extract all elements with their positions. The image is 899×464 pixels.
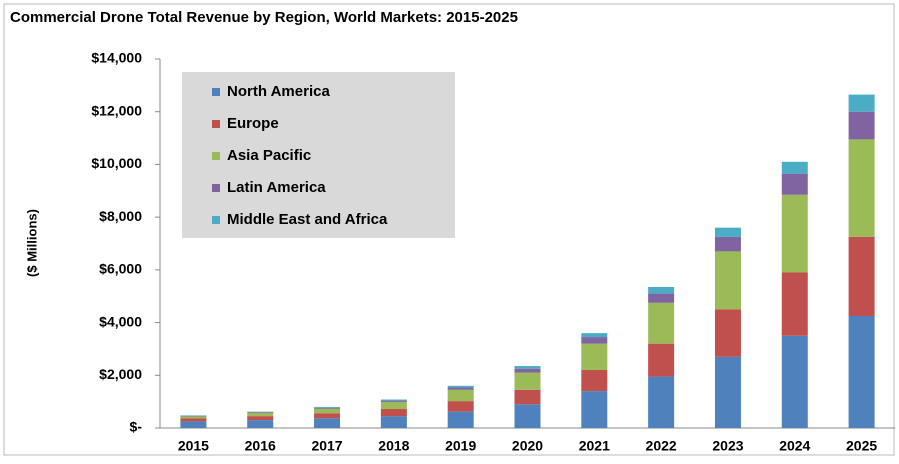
x-tick-label: 2023 (712, 438, 743, 454)
legend-box (182, 72, 455, 238)
y-tick-label: $12,000 (91, 102, 142, 118)
y-tick-label: $4,000 (99, 313, 142, 329)
bar-segment (514, 366, 541, 369)
bar-segment (648, 343, 675, 377)
bar-segment (314, 406, 341, 408)
legend-swatch (212, 216, 220, 224)
bar-segment (247, 412, 274, 413)
bar-segment (581, 333, 608, 338)
legend-label: Europe (227, 115, 279, 132)
bar-segment (581, 343, 608, 371)
bar-segment (314, 418, 341, 428)
bar-segment (581, 370, 608, 392)
bar-segment (781, 335, 808, 428)
bar-segment (781, 161, 808, 174)
bar-segment (180, 415, 207, 417)
y-axis-label: ($ Millions) (24, 209, 39, 277)
legend-label: Latin America (227, 179, 326, 196)
y-tick-label: $8,000 (99, 208, 142, 224)
bar-segment (180, 418, 207, 422)
bar-segment (848, 139, 875, 237)
bar-segment (648, 293, 675, 303)
bar-segment (380, 401, 407, 410)
bar-segment (714, 251, 741, 310)
bar-segment (247, 412, 274, 417)
bar-segment (380, 409, 407, 417)
y-tick-label: $2,000 (99, 366, 142, 382)
bar-segment (581, 391, 608, 428)
bar-segment (648, 286, 675, 294)
bar-segment (714, 356, 741, 428)
bar-segment (781, 272, 808, 336)
bar-segment (380, 400, 407, 402)
bar-segment (180, 415, 207, 416)
x-tick-label: 2020 (512, 438, 543, 454)
bar-segment (314, 407, 341, 409)
bar-segment (447, 389, 474, 402)
bar-segment (447, 411, 474, 428)
bar-segment (714, 309, 741, 357)
x-tick-label: 2015 (178, 438, 209, 454)
bar-segment (781, 194, 808, 273)
bar-segment (581, 337, 608, 344)
bar-segment (714, 236, 741, 252)
bar-segment (781, 173, 808, 195)
bar-segment (447, 401, 474, 412)
bar-segment (180, 421, 207, 428)
chart-frame (3, 3, 895, 456)
bar-segment (848, 236, 875, 316)
y-tick-label: $10,000 (91, 155, 142, 171)
bar-segment (514, 372, 541, 390)
y-tick-label: $14,000 (91, 50, 142, 66)
bar-segment (848, 111, 875, 140)
bar-segment (447, 385, 474, 388)
bar-segment (180, 416, 207, 419)
bar-segment (514, 368, 541, 373)
x-tick-label: 2022 (646, 438, 677, 454)
x-tick-label: 2019 (445, 438, 476, 454)
bar-segment (447, 387, 474, 390)
legend-label: Middle East and Africa (227, 211, 388, 228)
x-tick-label: 2018 (378, 438, 409, 454)
bar-segment (247, 420, 274, 428)
chart-title: Commercial Drone Total Revenue by Region… (10, 9, 518, 26)
y-tick-label: $- (130, 419, 143, 435)
legend-swatch (212, 88, 220, 96)
bar-segment (380, 399, 407, 401)
legend-swatch (212, 152, 220, 160)
bar-segment (648, 376, 675, 428)
legend-swatch (212, 120, 220, 128)
x-tick-label: 2025 (846, 438, 877, 454)
x-tick-label: 2024 (779, 438, 810, 454)
x-tick-label: 2021 (579, 438, 610, 454)
bar-segment (514, 389, 541, 405)
bar-segment (247, 416, 274, 421)
x-tick-label: 2016 (245, 438, 276, 454)
bar-segment (514, 404, 541, 428)
legend-swatch (212, 184, 220, 192)
bar-segment (848, 94, 875, 112)
bar-segment (648, 302, 675, 344)
bar-segment (247, 411, 274, 413)
bar-segment (314, 408, 341, 414)
bar-segment (380, 416, 407, 428)
bar-segment (314, 413, 341, 419)
bar-segment (848, 315, 875, 428)
bar-segment (714, 227, 741, 237)
y-tick-label: $6,000 (99, 261, 142, 277)
legend-label: Asia Pacific (227, 147, 311, 164)
x-tick-label: 2017 (311, 438, 342, 454)
legend-label: North America (227, 83, 330, 100)
